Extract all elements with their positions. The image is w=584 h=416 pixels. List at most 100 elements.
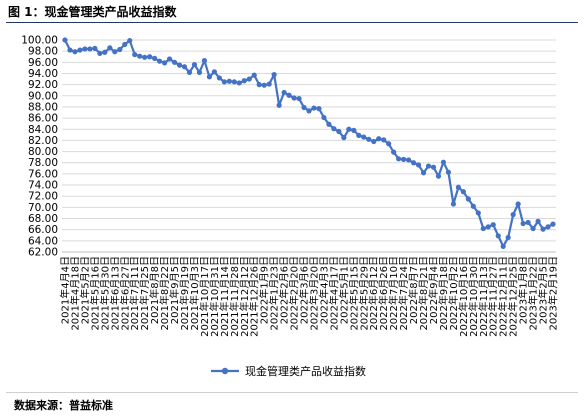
data-point bbox=[231, 79, 237, 85]
data-point bbox=[271, 71, 277, 78]
data-point bbox=[356, 132, 362, 138]
data-point bbox=[137, 53, 143, 59]
data-point bbox=[147, 54, 153, 60]
y-tick-label: 68.00 bbox=[28, 213, 58, 225]
x-tick-label: 2022年10月30日 bbox=[467, 256, 480, 337]
data-point bbox=[495, 233, 501, 239]
data-point bbox=[505, 234, 511, 241]
data-point bbox=[361, 134, 367, 140]
data-point bbox=[191, 61, 198, 68]
figure-title: 图 1：现金管理类产品收益指数 bbox=[8, 5, 177, 19]
data-point bbox=[430, 164, 437, 170]
x-tick-label: 2022年4月17日 bbox=[327, 256, 340, 331]
data-point bbox=[221, 79, 227, 85]
x-tick-label: 2022年10月2日 bbox=[447, 256, 460, 331]
data-point bbox=[550, 221, 556, 227]
x-tick-label: 2022年1月23日 bbox=[268, 256, 281, 331]
data-point bbox=[201, 58, 208, 64]
y-tick-label: 84.00 bbox=[28, 124, 58, 136]
data-point bbox=[336, 128, 342, 135]
x-tick-label: 2021年6月27日 bbox=[118, 256, 131, 331]
data-point bbox=[455, 184, 461, 190]
x-tick-label: 2022年2月20日 bbox=[288, 256, 301, 331]
data-point bbox=[545, 224, 551, 230]
y-tick-label: 82.00 bbox=[28, 135, 58, 147]
y-tick-label: 88.00 bbox=[28, 101, 58, 113]
data-point bbox=[171, 59, 178, 65]
data-point bbox=[420, 170, 427, 176]
data-point bbox=[142, 54, 148, 60]
data-point bbox=[122, 41, 128, 48]
x-tick-label: 2021年9月5日 bbox=[168, 256, 181, 324]
data-point bbox=[415, 162, 422, 168]
data-point bbox=[72, 49, 78, 55]
x-tick-label: 2022年7月10日 bbox=[387, 256, 400, 331]
data-point bbox=[445, 169, 452, 175]
data-point bbox=[166, 56, 173, 62]
x-tick-label: 2022年11月27日 bbox=[487, 256, 500, 337]
data-point bbox=[211, 69, 217, 75]
data-point bbox=[525, 219, 531, 226]
data-point bbox=[261, 82, 267, 88]
data-point bbox=[87, 46, 93, 52]
data-point bbox=[490, 222, 496, 228]
x-tick-label: 2021年6月13日 bbox=[108, 256, 121, 331]
data-point bbox=[535, 218, 541, 224]
y-tick-label: 86.00 bbox=[28, 113, 58, 125]
data-point bbox=[371, 138, 377, 145]
x-tick-label: 2022年9月4日 bbox=[427, 256, 440, 324]
data-point bbox=[520, 220, 526, 227]
y-tick-label: 78.00 bbox=[28, 157, 58, 169]
data-point bbox=[186, 69, 193, 75]
source-note: 数据来源：普益标准 bbox=[14, 399, 113, 412]
x-tick-label: 2022年8月21日 bbox=[417, 256, 430, 331]
x-tick-label: 2021年10月3日 bbox=[188, 256, 201, 331]
data-point bbox=[92, 45, 98, 51]
data-point bbox=[386, 141, 392, 147]
data-point bbox=[460, 189, 466, 195]
x-tick-label: 2022年1月9日 bbox=[258, 256, 271, 324]
x-tick-label: 2022年8月7日 bbox=[407, 256, 420, 324]
data-point bbox=[381, 137, 387, 143]
x-tick-label: 2021年5月30日 bbox=[98, 256, 111, 331]
data-point bbox=[396, 156, 402, 162]
x-tick-label: 2023年2月19日 bbox=[547, 256, 560, 331]
data-point bbox=[62, 37, 68, 43]
data-point bbox=[316, 106, 322, 112]
data-point bbox=[206, 74, 213, 80]
data-point bbox=[161, 60, 168, 66]
data-point bbox=[366, 136, 372, 142]
legend-swatch-marker bbox=[221, 367, 229, 375]
data-point bbox=[112, 49, 118, 55]
data-point bbox=[132, 51, 138, 58]
x-tick-label: 2021年5月2日 bbox=[78, 256, 91, 324]
data-point bbox=[77, 47, 83, 53]
data-point bbox=[450, 201, 457, 207]
x-tick-label: 2021年5月16日 bbox=[88, 256, 101, 331]
data-point bbox=[281, 89, 287, 96]
data-point bbox=[401, 156, 407, 162]
data-point bbox=[475, 210, 481, 216]
data-point bbox=[391, 149, 397, 155]
x-tick-label: 2021年12月26日 bbox=[248, 256, 261, 337]
data-point bbox=[405, 157, 412, 163]
x-tick-label: 2022年10月16日 bbox=[457, 256, 470, 337]
data-point bbox=[246, 76, 252, 82]
x-tick-label: 2021年11月14日 bbox=[218, 256, 231, 337]
x-tick-label: 2021年4月4日 bbox=[59, 256, 72, 324]
data-point bbox=[67, 47, 73, 53]
data-point bbox=[102, 49, 108, 55]
x-tick-label: 2021年7月25日 bbox=[138, 256, 151, 331]
data-point bbox=[276, 102, 282, 108]
data-point bbox=[301, 104, 307, 111]
y-tick-label: 64.00 bbox=[28, 235, 58, 247]
data-point bbox=[480, 225, 486, 232]
x-tick-label: 2022年5月1日 bbox=[337, 256, 350, 324]
data-point bbox=[515, 201, 521, 207]
data-point bbox=[176, 62, 183, 68]
data-point bbox=[530, 225, 536, 232]
data-point bbox=[266, 81, 272, 87]
x-tick-label: 2021年7月11日 bbox=[128, 256, 141, 331]
data-point bbox=[291, 95, 297, 101]
data-point bbox=[351, 127, 357, 133]
